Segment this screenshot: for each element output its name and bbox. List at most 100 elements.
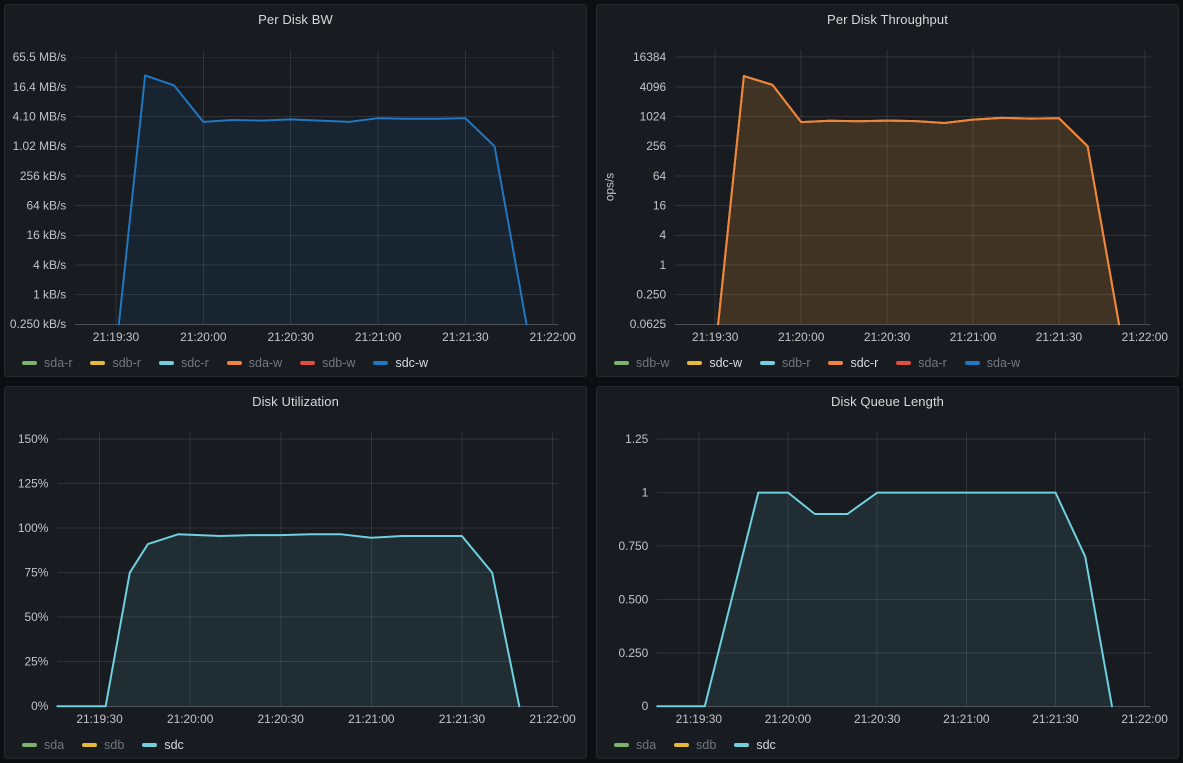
svg-text:256: 256 <box>646 139 666 153</box>
panel-title[interactable]: Per Disk Throughput <box>827 12 948 27</box>
svg-text:64 kB/s: 64 kB/s <box>26 199 66 213</box>
svg-text:21:19:30: 21:19:30 <box>692 330 739 344</box>
svg-text:21:21:00: 21:21:00 <box>355 330 402 344</box>
svg-text:64: 64 <box>653 169 667 183</box>
legend-label: sdc-w <box>395 355 429 370</box>
legend-item-sdc-w[interactable]: sdc-w <box>373 355 429 370</box>
svg-text:21:19:30: 21:19:30 <box>93 330 140 344</box>
legend-label: sda <box>636 737 657 752</box>
panel-title[interactable]: Per Disk BW <box>258 12 333 27</box>
legend-swatch-sda-w <box>964 360 980 365</box>
legend-item-sdb[interactable]: sdb <box>674 738 716 752</box>
svg-text:4: 4 <box>660 228 667 242</box>
svg-text:0.250: 0.250 <box>618 646 648 660</box>
legend-label: sdc-w <box>709 355 742 370</box>
svg-text:1.02 MB/s: 1.02 MB/s <box>13 139 67 153</box>
svg-text:21:20:30: 21:20:30 <box>854 712 901 726</box>
legend-swatch-sda-w <box>226 360 242 365</box>
legend-swatch-sda <box>22 742 37 747</box>
svg-text:1: 1 <box>660 258 667 272</box>
legend-item-sda-r[interactable]: sda-r <box>22 355 73 370</box>
svg-text:0.750: 0.750 <box>618 539 648 553</box>
svg-text:100%: 100% <box>18 521 49 535</box>
disk-queue-length-chart[interactable]: 1.25 1 0.750 0.500 0.250 0 21:19:30 21:20:00 21:… <box>597 387 1178 758</box>
legend-item-sda[interactable]: sda <box>614 737 657 752</box>
legend-label: sda-w <box>986 355 1021 370</box>
svg-text:4.10 MB/s: 4.10 MB/s <box>13 110 67 124</box>
svg-text:21:22:00: 21:22:00 <box>529 712 576 726</box>
svg-text:21:20:30: 21:20:30 <box>258 712 305 726</box>
legend-item-sdc[interactable]: sdc <box>734 738 776 752</box>
svg-text:4 kB/s: 4 kB/s <box>33 258 66 272</box>
per-disk-throughput-chart[interactable]: 16384 4096 1024 256 64 16 4 1 0.250 0.0625 21:19:3… <box>597 5 1178 376</box>
legend-item-sda-r[interactable]: sda-r <box>896 355 947 370</box>
svg-text:0: 0 <box>642 699 649 713</box>
legend-item-sdb[interactable]: sdb <box>82 737 125 752</box>
legend: sda-r sdb-r sdc-r sda-w sdb-w sdc-w <box>22 355 429 370</box>
svg-text:50%: 50% <box>24 610 48 624</box>
legend-item-sdc-r[interactable]: sdc-r <box>828 356 878 370</box>
legend-item-sdb-w[interactable]: sdb-w <box>300 355 356 370</box>
legend-item-sdc-r[interactable]: sdc-r <box>158 356 209 370</box>
legend-swatch-sdb-r <box>760 360 775 365</box>
legend-label: sdc <box>164 737 184 752</box>
legend-label: sda-r <box>44 355 73 370</box>
svg-text:21:21:30: 21:21:30 <box>439 712 486 726</box>
svg-text:4096: 4096 <box>640 80 667 94</box>
legend: sda sdb sdc <box>614 737 776 752</box>
legend-item-sda[interactable]: sda <box>22 737 65 752</box>
svg-text:21:21:30: 21:21:30 <box>1036 330 1083 344</box>
svg-text:21:22:00: 21:22:00 <box>530 330 577 344</box>
legend-swatch-sdb <box>82 742 98 747</box>
legend-item-sdb-w[interactable]: sdb-w <box>614 355 670 370</box>
legend-label: sda-r <box>918 355 947 370</box>
legend-label: sdb-r <box>112 355 141 370</box>
legend-label: sdb <box>104 737 125 752</box>
svg-text:25%: 25% <box>24 655 48 669</box>
svg-text:125%: 125% <box>18 476 49 490</box>
legend: sdb-w sdc-w sdb-r sdc-r sda-r sda-w <box>614 355 1021 370</box>
legend-item-sdc[interactable]: sdc <box>142 737 184 752</box>
disk-utilization-chart[interactable]: 150% 125% 100% 75% 50% 25% 0% 21:19:30 21:20:00 2… <box>5 387 586 758</box>
legend-label: sda <box>44 737 65 752</box>
legend-item-sda-w[interactable]: sda-w <box>964 355 1021 370</box>
legend-label: sda-w <box>248 355 283 370</box>
legend-swatch-sdb <box>674 742 690 747</box>
svg-text:0%: 0% <box>31 699 49 713</box>
svg-text:1 kB/s: 1 kB/s <box>33 288 66 302</box>
svg-text:16384: 16384 <box>633 50 667 64</box>
svg-text:21:20:00: 21:20:00 <box>765 712 812 726</box>
svg-text:16: 16 <box>653 199 667 213</box>
svg-text:21:20:00: 21:20:00 <box>167 712 214 726</box>
svg-text:1: 1 <box>642 486 649 500</box>
panel-disk-queue-length: Disk Queue Length 1.25 1 0.750 0.500 0.250 0 2… <box>596 386 1179 759</box>
panel-title[interactable]: Disk Queue Length <box>831 394 944 409</box>
svg-text:1024: 1024 <box>640 110 667 124</box>
svg-text:150%: 150% <box>18 432 49 446</box>
legend-swatch-sdc-r <box>158 360 174 365</box>
legend-item-sdc-w[interactable]: sdc-w <box>687 355 742 370</box>
svg-text:65.5 MB/s: 65.5 MB/s <box>13 50 67 64</box>
legend-swatch-sdb-w <box>300 360 316 365</box>
per-disk-bw-chart[interactable]: 65.5 MB/s 16.4 MB/s 4.10 MB/s 1.02 MB/s 256 … <box>5 5 586 376</box>
panel-per-disk-bw: Per Disk BW 65.5 MB/s 16.4 MB/s 4.10 MB/s 1… <box>4 4 587 377</box>
panel-title[interactable]: Disk Utilization <box>252 394 339 409</box>
svg-text:16 kB/s: 16 kB/s <box>26 228 66 242</box>
legend-swatch-sda-r <box>22 360 37 365</box>
svg-text:0.500: 0.500 <box>618 592 648 606</box>
panel-disk-utilization: Disk Utilization 150% 125% 100% 75% 50% 25% 0%… <box>4 386 587 759</box>
legend-item-sdb-r[interactable]: sdb-r <box>760 355 811 370</box>
svg-text:21:20:30: 21:20:30 <box>267 330 314 344</box>
legend-swatch-sdc-w <box>373 360 389 365</box>
legend-swatch-sdc <box>142 742 158 747</box>
svg-text:256 kB/s: 256 kB/s <box>20 169 66 183</box>
legend-swatch-sdb-r <box>90 360 106 365</box>
legend-label: sdb-r <box>782 355 811 370</box>
legend-item-sda-w[interactable]: sda-w <box>226 355 283 370</box>
legend-item-sdb-r[interactable]: sdb-r <box>90 355 141 370</box>
legend-label: sdb-w <box>322 355 356 370</box>
svg-text:75%: 75% <box>24 566 48 580</box>
legend-label: sdb-w <box>636 355 670 370</box>
svg-text:21:21:00: 21:21:00 <box>348 712 395 726</box>
